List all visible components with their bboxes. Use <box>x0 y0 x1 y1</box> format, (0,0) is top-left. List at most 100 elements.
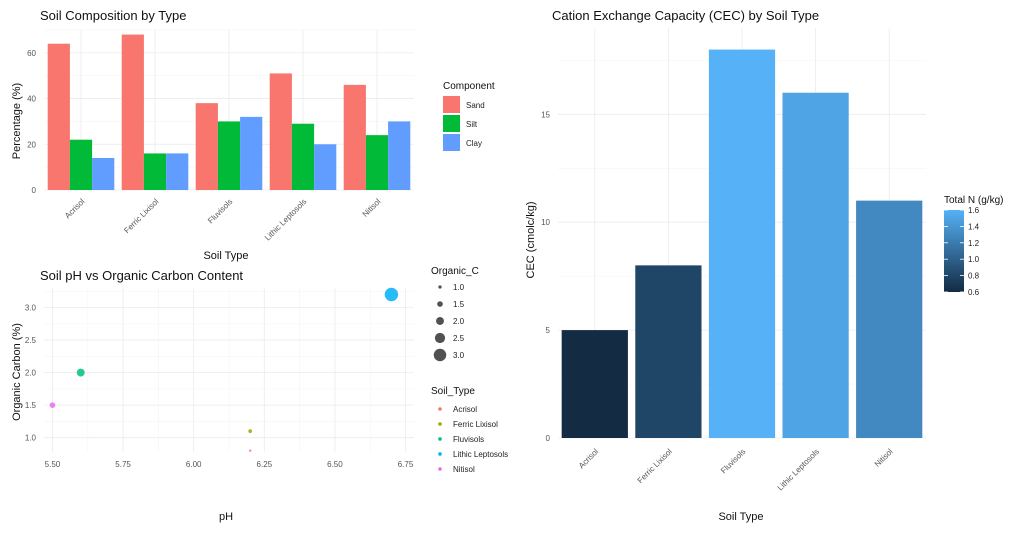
size-legend-title: Organic_C <box>431 266 479 277</box>
legend-swatch-clay <box>443 134 460 151</box>
y-tick-label: 1.0 <box>25 434 37 443</box>
size-legend-label: 1.0 <box>453 283 465 292</box>
x-tick-label: Fluvisols <box>719 447 747 475</box>
size-legend-dot <box>433 348 447 362</box>
point-acrisol <box>248 449 252 452</box>
size-legend-label: 2.5 <box>453 334 465 343</box>
x-tick-label: 5.75 <box>115 460 131 469</box>
bar-sand <box>121 34 144 191</box>
point-fluvisols <box>76 368 85 377</box>
bar-cec <box>635 265 702 438</box>
color-legend-dot <box>438 407 442 411</box>
cec-colorbar <box>944 210 964 292</box>
y-tick-label: 15 <box>541 110 550 119</box>
colorbar-tick-label: 1.4 <box>968 222 980 231</box>
composition-panel: Soil Composition by Type 0 20 40 60 Acrisol… <box>11 8 495 262</box>
color-legend-dot <box>438 422 442 426</box>
color-legend-label: Lithic Leptosols <box>453 450 508 459</box>
color-legend-dot <box>438 467 442 471</box>
x-tick-label: Lithic Leptosols <box>263 197 308 242</box>
point-lithic-leptosols <box>384 287 399 302</box>
bar-silt <box>217 121 241 190</box>
colorbar-tick-label: 0.6 <box>968 288 980 297</box>
colorbar-tick-label: 0.8 <box>968 272 980 281</box>
x-tick-label: 6.75 <box>398 460 414 469</box>
legend-label-sand: Sand <box>466 101 485 110</box>
y-tick-label: 60 <box>27 49 36 58</box>
bar-clay <box>388 121 411 190</box>
bar-sand <box>47 43 70 190</box>
composition-title: Soil Composition by Type <box>40 8 186 23</box>
colorbar-tick-label: 1.6 <box>968 206 980 215</box>
cec-panel: Cation Exchange Capacity (CEC) by Soil T… <box>525 8 1003 523</box>
legend-swatch-sand <box>443 96 460 113</box>
scatter-y-axis-title: Organic Carbon (%) <box>11 323 23 421</box>
bar-cec <box>708 49 776 438</box>
y-tick-label: 20 <box>27 140 36 149</box>
color-legend-label: Acrisol <box>453 405 477 414</box>
ph-carbon-panel: Soil pH vs Organic Carbon Content 1.0 1.5… <box>11 266 508 523</box>
y-tick-label: 2.5 <box>25 336 37 345</box>
bar-clay <box>166 153 189 190</box>
colorbar-tick-label: 1.2 <box>968 239 980 248</box>
y-tick-label: 1.5 <box>25 401 37 410</box>
x-tick-label: Nitisol <box>361 197 383 219</box>
y-tick-label: 3.0 <box>25 304 37 313</box>
size-legend-label: 1.5 <box>453 300 465 309</box>
cec-title: Cation Exchange Capacity (CEC) by Soil T… <box>552 8 819 23</box>
size-legend-dot <box>434 332 446 344</box>
x-tick-label: Acrisol <box>577 447 600 470</box>
bar-clay <box>314 144 337 190</box>
size-legend-label: 2.0 <box>453 317 465 326</box>
point-nitisol <box>49 402 56 408</box>
y-tick-label: 0 <box>32 186 37 195</box>
bar-sand <box>269 73 292 190</box>
x-tick-label: 6.25 <box>257 460 273 469</box>
composition-legend-title: Component <box>443 81 495 92</box>
point-ferric-lixisol <box>248 429 253 434</box>
bar-cec <box>856 200 923 438</box>
y-tick-label: 40 <box>27 95 36 104</box>
bar-clay <box>92 158 115 190</box>
x-tick-label: Acrisol <box>63 197 86 220</box>
cec-y-axis-title: CEC (cmolc/kg) <box>525 201 537 278</box>
bar-silt <box>69 139 93 190</box>
size-legend-dot <box>438 285 442 289</box>
x-tick-label: 5.50 <box>45 460 61 469</box>
x-tick-label: Ferric Lixisol <box>636 447 674 485</box>
x-tick-label: Lithic Leptosols <box>776 447 821 492</box>
colorbar-tick-label: 1.0 <box>968 255 980 264</box>
legend-label-silt: Silt <box>466 120 478 129</box>
color-legend-label: Nitisol <box>453 465 475 474</box>
x-tick-label: 6.00 <box>186 460 202 469</box>
cec-colorbar-title: Total N (g/kg) <box>944 195 1003 206</box>
cec-x-axis-title: Soil Type <box>718 511 763 523</box>
color-legend-dot <box>438 437 442 441</box>
bar-cec <box>782 92 849 438</box>
bar-silt <box>365 135 389 190</box>
y-tick-label: 5 <box>546 326 551 335</box>
legend-label-clay: Clay <box>466 139 482 148</box>
bar-cec <box>561 330 628 438</box>
x-tick-label: 6.50 <box>327 460 343 469</box>
bar-clay <box>240 116 263 190</box>
y-tick-label: 10 <box>541 218 550 227</box>
color-legend-label: Ferric Lixisol <box>453 420 498 429</box>
bar-silt <box>291 123 315 190</box>
color-legend-dot <box>438 452 442 456</box>
bar-sand <box>195 103 218 190</box>
y-tick-label: 0 <box>546 434 551 443</box>
legend-swatch-silt <box>443 115 460 132</box>
color-legend-label: Fluvisols <box>453 435 484 444</box>
bar-silt <box>143 153 167 190</box>
x-tick-label: Ferric Lixisol <box>122 197 160 235</box>
y-tick-label: 2.0 <box>25 369 37 378</box>
size-legend-dot <box>436 317 444 325</box>
scatter-title: Soil pH vs Organic Carbon Content <box>40 268 243 283</box>
scatter-x-axis-title: pH <box>219 511 233 523</box>
x-tick-label: Nitisol <box>873 447 895 469</box>
size-legend-label: 3.0 <box>453 351 465 360</box>
bar-sand <box>343 84 366 190</box>
x-tick-label: Fluvisols <box>206 197 234 225</box>
